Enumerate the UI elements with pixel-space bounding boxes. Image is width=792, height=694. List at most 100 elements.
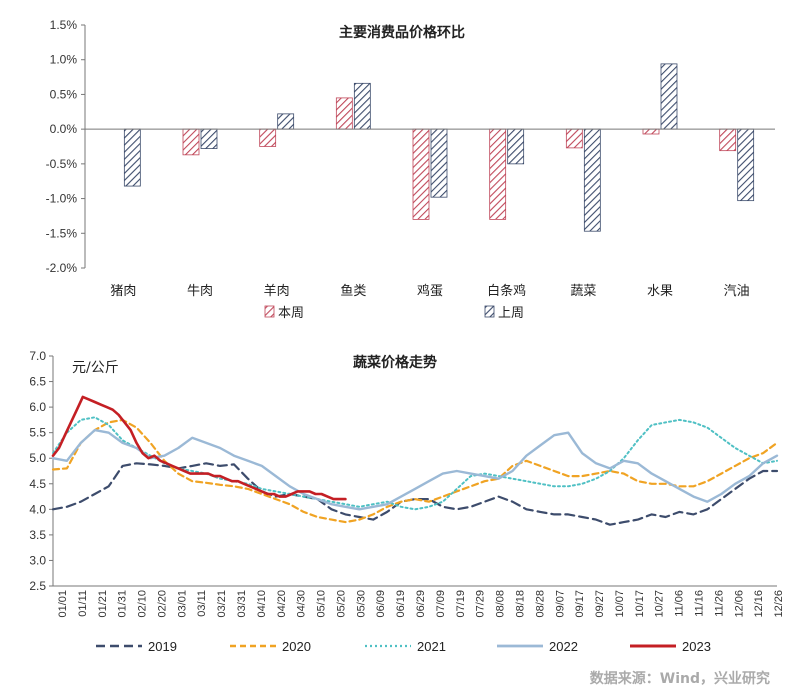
line-x-tick-label: 09/17: [574, 590, 586, 618]
bar-last-week: [507, 128, 525, 165]
line-x-tick-label: 12/16: [753, 590, 765, 618]
line-x-tick-label: 01/21: [97, 590, 109, 618]
bar-last-week: [430, 128, 448, 198]
line-x-tick-label: 08/08: [495, 590, 507, 618]
line-x-tick: 10/17: [634, 590, 646, 618]
line-x-tick: 09/17: [574, 590, 586, 618]
line-x-tick-label: 11/06: [674, 590, 686, 617]
legend-label-last-week: 上周: [498, 306, 524, 321]
line-x-tick: 03/21: [216, 590, 228, 618]
line-x-tick: 01/31: [117, 590, 129, 618]
line-x-tick-label: 09/07: [554, 590, 566, 618]
bar-this-week: [335, 97, 353, 130]
line-x-tick-label: 06/09: [375, 590, 387, 618]
line-x-tick-label: 04/10: [256, 590, 268, 618]
line-x-tick-label: 06/29: [415, 590, 427, 618]
line-x-tick-label: 02/10: [137, 590, 149, 618]
line-x-tick: 03/11: [196, 590, 208, 617]
bar-y-tick-label: 0.5%: [50, 87, 78, 101]
line-y-tick-label: 3.0: [29, 553, 46, 567]
line-x-tick: 12/16: [753, 590, 765, 618]
line-chart-series: [51, 395, 779, 526]
line-x-tick-label: 03/11: [196, 590, 208, 617]
line-x-tick: 06/09: [375, 590, 387, 618]
line-x-tick: 01/11: [77, 590, 89, 617]
legend-label-2019: 2019: [148, 639, 177, 654]
bar-y-tick-label: -1.0%: [46, 192, 78, 206]
bar-category-label: 汽油: [724, 284, 750, 299]
line-x-tick: 11/26: [713, 590, 725, 617]
line-x-tick-label: 03/01: [176, 590, 188, 618]
line-y-tick-label: 4.0: [29, 502, 46, 516]
bar-category-label: 白条鸡: [487, 283, 526, 299]
line-y-tick-label: 3.5: [29, 528, 46, 542]
bar-y-tick-label: 1.5%: [50, 18, 78, 32]
line-x-tick-label: 07/29: [475, 590, 487, 618]
line-series-2020: [51, 418, 779, 524]
bar-last-week: [660, 63, 678, 130]
line-chart-x-axis: 01/01 01/11 01/21 01/31 02/10 02/20 03/01 03/11…: [53, 585, 785, 618]
bar-chart-title: 主要消费品价格环比: [339, 24, 465, 41]
legend-label-2023: 2023: [682, 639, 711, 654]
line-x-tick: 02/10: [137, 590, 149, 618]
bar-y-tick-label: -0.5%: [46, 157, 78, 171]
line-x-tick: 03/01: [176, 590, 188, 618]
legend-swatch-this-week: [264, 305, 275, 318]
bar-this-week: [182, 128, 200, 156]
bar-last-week: [353, 82, 371, 130]
line-x-tick-label: 04/30: [296, 590, 308, 618]
line-x-tick: 12/26: [773, 590, 785, 618]
line-y-tick-label: 5.5: [29, 426, 46, 440]
bar-this-week: [412, 128, 430, 220]
line-x-tick-label: 03/21: [216, 590, 228, 618]
line-y-tick-label: 7.0: [29, 349, 46, 363]
bar-this-week: [489, 128, 507, 220]
line-chart: 蔬菜价格走势 元/公斤 7.0 6.5 6.0 5.5 5.0 4.5 4.0 3.5 3.0 2…: [29, 349, 785, 654]
bar-last-week: [200, 128, 218, 149]
line-x-tick-label: 07/09: [435, 590, 447, 618]
line-x-tick-label: 02/20: [156, 590, 168, 618]
legend-label-2022: 2022: [549, 639, 578, 654]
bar-chart-marks: [123, 63, 755, 232]
line-x-tick: 04/10: [256, 590, 268, 618]
line-series-2019: [51, 462, 779, 526]
line-x-tick: 03/31: [236, 590, 248, 618]
bar-y-tick-label: -1.5%: [46, 226, 78, 240]
legend-label-this-week: 本周: [278, 306, 304, 321]
line-x-tick: 11/16: [693, 590, 705, 617]
line-x-tick: 07/19: [455, 590, 467, 618]
bar-last-week: [583, 128, 601, 232]
line-x-tick-label: 12/26: [773, 590, 785, 618]
bar-this-week: [259, 128, 277, 147]
line-x-tick-label: 01/31: [117, 590, 129, 618]
bar-this-week: [642, 128, 660, 135]
bar-last-week: [737, 128, 755, 202]
line-y-tick-label: 2.5: [29, 579, 46, 593]
line-x-tick-label: 04/20: [276, 590, 288, 618]
bar-category-label: 猪肉: [110, 284, 136, 299]
bar-category-label: 水果: [647, 284, 673, 299]
line-chart-title: 蔬菜价格走势: [353, 354, 437, 371]
bar-this-week: [565, 128, 583, 149]
line-x-tick-label: 03/31: [236, 590, 248, 618]
legend-swatch-last-week: [484, 305, 495, 318]
legend-label-2020: 2020: [282, 639, 311, 654]
bar-y-tick-label: 1.0%: [50, 53, 78, 67]
line-x-tick-label: 01/01: [57, 590, 69, 618]
line-x-tick-label: 12/06: [733, 590, 745, 618]
line-series-2022: [51, 428, 779, 511]
line-x-tick: 11/06: [674, 590, 686, 617]
line-series-2021: [52, 416, 778, 511]
line-y-tick-label: 6.5: [29, 375, 46, 389]
line-x-tick: 04/20: [276, 590, 288, 618]
line-chart-y-axis: 7.0 6.5 6.0 5.5 5.0 4.5 4.0 3.5 3.0 2.5: [29, 349, 54, 593]
line-x-tick: 08/08: [495, 590, 507, 618]
line-x-tick: 08/18: [514, 590, 526, 618]
bar-y-tick-label: -2.0%: [46, 261, 78, 275]
line-x-tick-label: 07/19: [455, 590, 467, 618]
line-x-tick: 01/21: [97, 590, 109, 618]
bar-this-week: [719, 128, 737, 152]
bar-chart-x-axis: 猪肉 牛肉 羊肉 鱼类 鸡蛋 白条鸡 蔬菜 水果 汽油: [85, 128, 775, 299]
line-series-2023: [51, 395, 347, 501]
line-x-tick: 02/20: [156, 590, 168, 618]
